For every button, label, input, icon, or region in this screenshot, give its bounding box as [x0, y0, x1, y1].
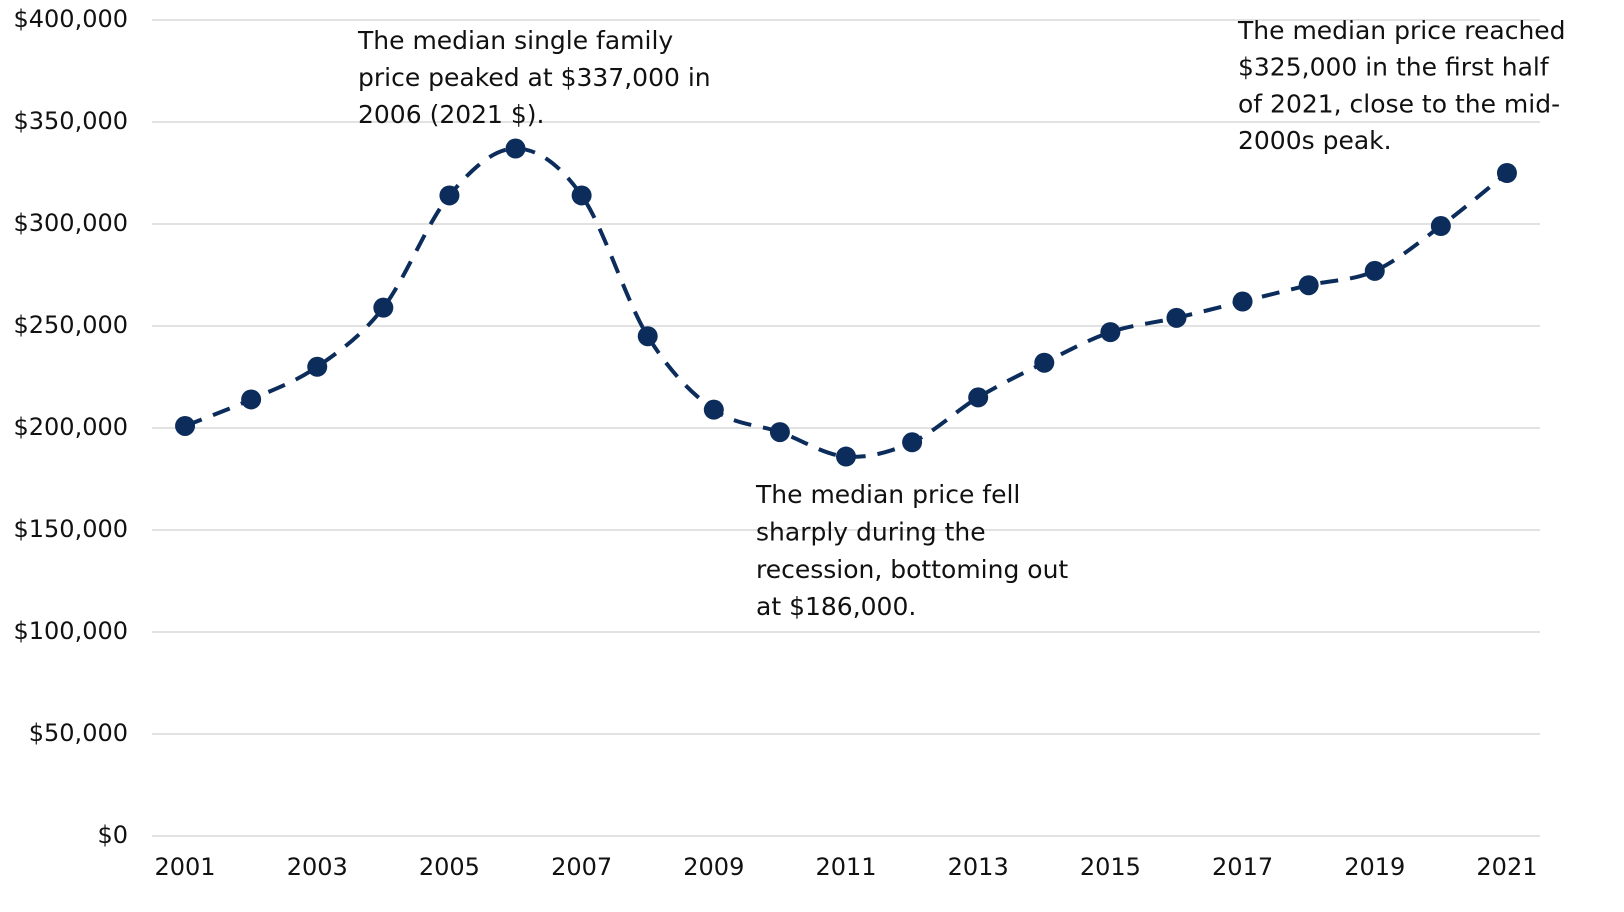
point [1232, 291, 1253, 312]
point [769, 422, 790, 443]
line [184, 146, 1509, 459]
x-tick-label: 2013 [948, 853, 1009, 881]
x-tick-label: 2017 [1212, 853, 1273, 881]
y-tick-label: $150,000 [13, 515, 128, 543]
y-tick-label: $0 [97, 821, 128, 849]
x-tick-label: 2015 [1080, 853, 1141, 881]
annotation: recession, bottoming out [756, 555, 1068, 584]
y-tick-label: $250,000 [13, 311, 128, 339]
annotation: The median price fell [755, 480, 1020, 509]
annotation: price peaked at $337,000 in [358, 63, 711, 92]
point [373, 297, 394, 318]
annotation: $325,000 in the first half [1238, 53, 1550, 82]
y-tick-label: $300,000 [13, 209, 128, 237]
point [968, 387, 989, 408]
point [1166, 307, 1187, 328]
x-tick-label: 2007 [551, 853, 612, 881]
point [1364, 260, 1385, 281]
x-tick-label: 2019 [1344, 853, 1405, 881]
x-tick-label: 2021 [1476, 853, 1537, 881]
y-tick-label: $400,000 [13, 5, 128, 33]
x-tick-label: 2003 [287, 853, 348, 881]
point [439, 185, 460, 206]
annotation: sharply during the [756, 517, 986, 546]
point [505, 138, 526, 159]
y-tick-label: $50,000 [29, 719, 128, 747]
x-tick-label: 2009 [683, 853, 744, 881]
point [241, 389, 262, 410]
x-tick-label: 2005 [419, 853, 480, 881]
y-tick-label: $100,000 [13, 617, 128, 645]
annotation: 2006 (2021 $). [358, 100, 545, 129]
annotation: The median single family [357, 26, 673, 55]
point [307, 356, 328, 377]
point [836, 446, 856, 467]
y-tick-label: $200,000 [13, 413, 128, 441]
annotation: 2000s peak. [1238, 126, 1392, 155]
point [703, 399, 724, 420]
annotation: The median price reached [1237, 16, 1566, 45]
point [1430, 216, 1451, 237]
point [1100, 322, 1121, 343]
annotation: of 2021, close to the mid- [1238, 89, 1560, 118]
x-tick-label: 2011 [815, 853, 876, 881]
point [175, 415, 196, 436]
x-tick-label: 2001 [155, 853, 216, 881]
point [1496, 163, 1517, 183]
point [637, 326, 658, 347]
y-tick-label: $350,000 [13, 107, 128, 135]
point [902, 432, 923, 453]
point [1034, 352, 1055, 373]
point [571, 185, 592, 206]
annotation: at $186,000. [756, 592, 916, 621]
point [1298, 275, 1319, 296]
